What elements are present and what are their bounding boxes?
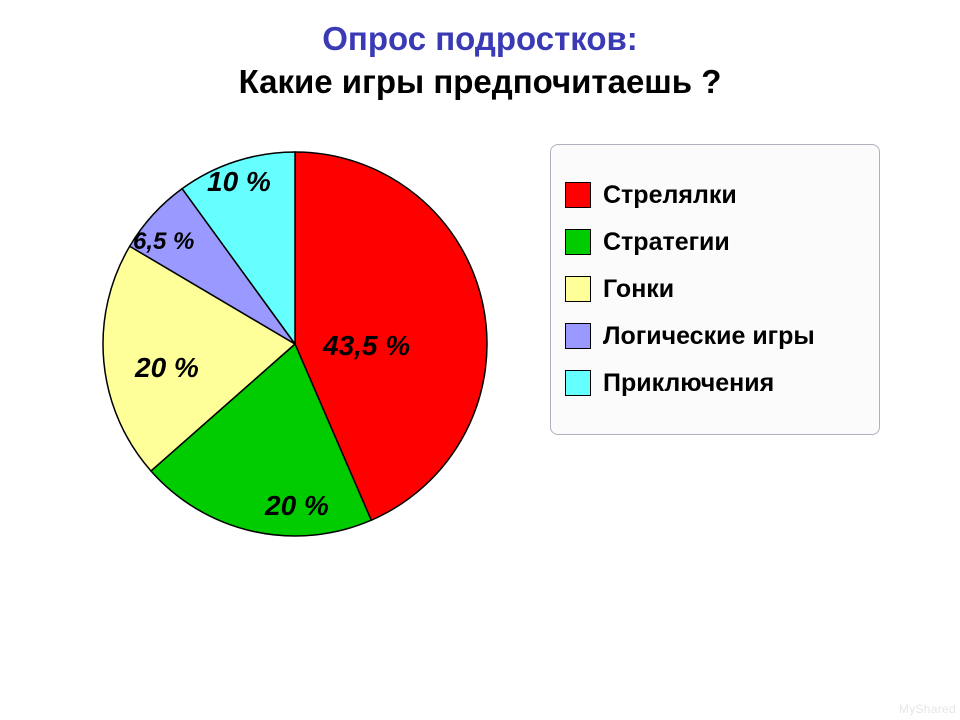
legend-swatch xyxy=(565,276,591,302)
pie-slice-label: 20 % xyxy=(265,490,329,522)
legend-label: Логические игры xyxy=(603,322,815,351)
legend-swatch xyxy=(565,229,591,255)
legend-label: Стрелялки xyxy=(603,181,737,210)
legend-swatch xyxy=(565,370,591,396)
pie-svg xyxy=(95,144,495,544)
legend-label: Гонки xyxy=(603,275,674,304)
title-line-2: Какие игры предпочитаешь ? xyxy=(0,61,960,104)
legend-swatch xyxy=(565,182,591,208)
legend-item: Приключения xyxy=(565,369,865,398)
legend-label: Приключения xyxy=(603,369,774,398)
pie-chart: 43,5 % 20 % 20 % 6,5 % 10 % xyxy=(95,144,495,544)
pie-slice-label: 20 % xyxy=(135,352,199,384)
legend-swatch xyxy=(565,323,591,349)
legend-item: Логические игры xyxy=(565,322,865,351)
title-line-1: Опрос подростков: xyxy=(0,18,960,61)
legend: Стрелялки Стратегии Гонки Логические игры Пр… xyxy=(550,144,880,435)
legend-item: Гонки xyxy=(565,275,865,304)
chart-title-block: Опрос подростков: Какие игры предпочитае… xyxy=(0,0,960,104)
legend-label: Стратегии xyxy=(603,228,730,257)
pie-slice-label: 6,5 % xyxy=(133,228,194,256)
pie-slice-label: 43,5 % xyxy=(323,330,410,362)
legend-item: Стратегии xyxy=(565,228,865,257)
watermark: MyShared xyxy=(899,702,956,716)
pie-slice-label: 10 % xyxy=(207,166,271,198)
legend-item: Стрелялки xyxy=(565,181,865,210)
